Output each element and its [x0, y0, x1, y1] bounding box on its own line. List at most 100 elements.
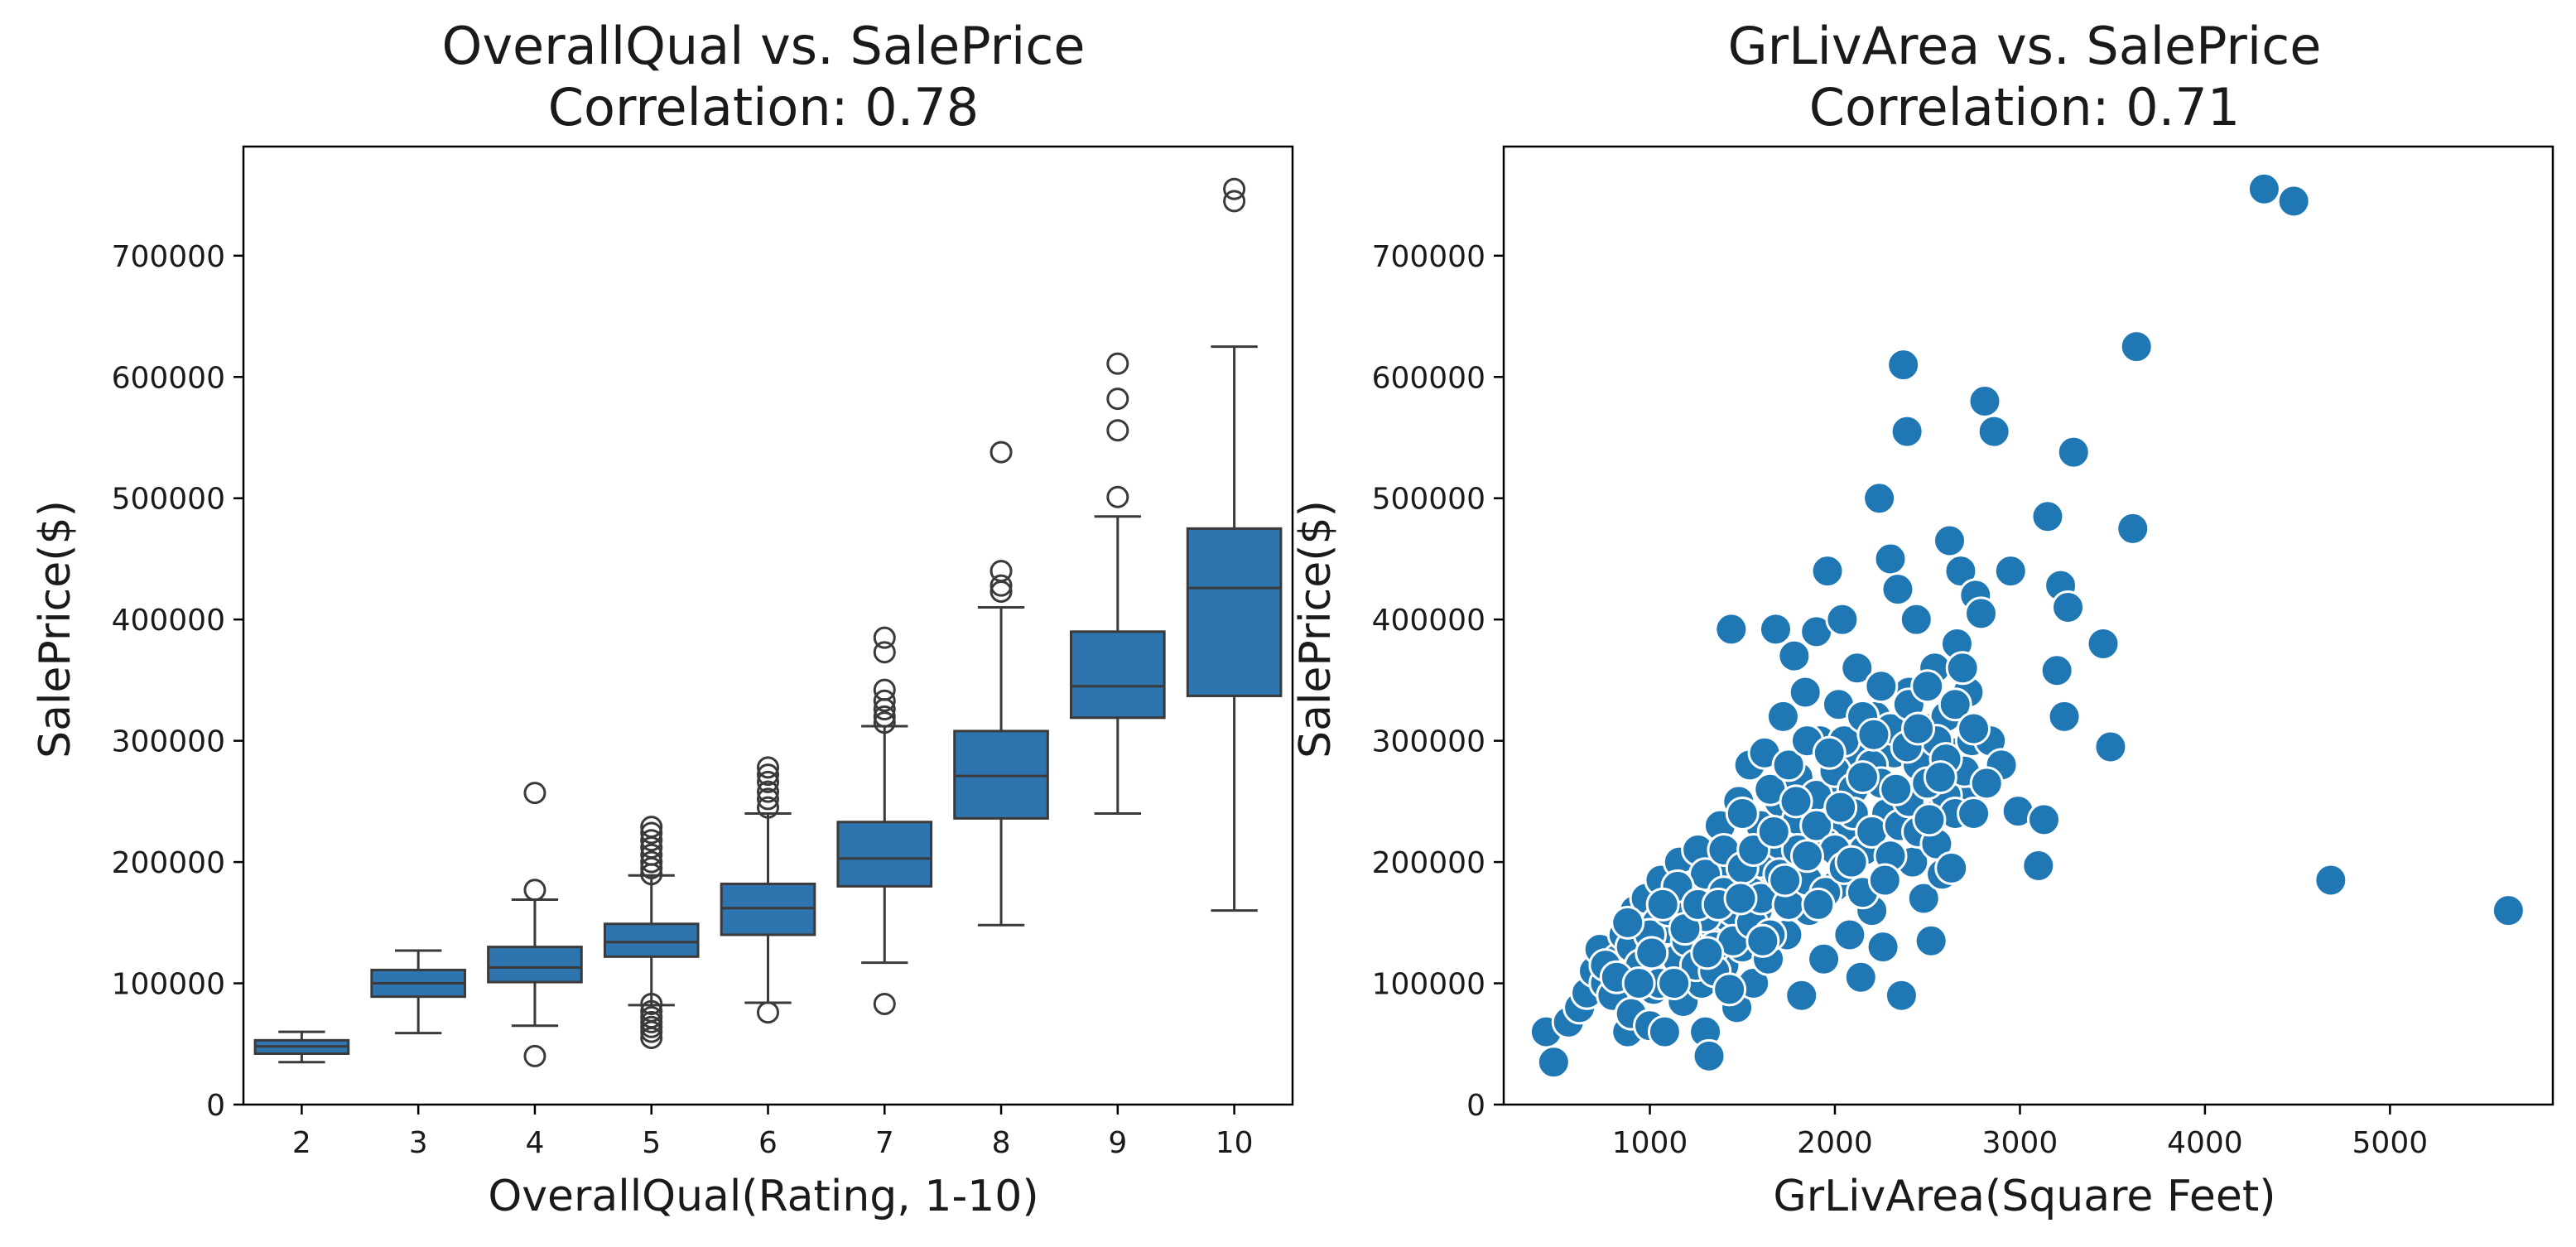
box-iqr	[1186, 527, 1283, 697]
scatter-y-tick-label: 300000	[1372, 725, 1485, 759]
scatter-point	[1899, 602, 1933, 637]
boxplot-x-tick-label: 6	[758, 1126, 778, 1160]
boxplot-y-tick-label: 700000	[112, 240, 225, 274]
scatter-point	[1712, 972, 1747, 1007]
scatter-y-tick-label: 700000	[1372, 240, 1485, 274]
box-outlier	[757, 1001, 779, 1024]
boxplot-x-tick-label: 2	[292, 1126, 311, 1160]
scatter-point	[1714, 612, 1749, 647]
scatter-x-axis-label: GrLivArea(Square Feet)	[1773, 1172, 2275, 1221]
boxplot-title-line2: Correlation: 0.78	[548, 77, 980, 137]
scatter-point	[1777, 638, 1812, 673]
scatter-point	[1834, 845, 1869, 879]
scatter-point	[1788, 675, 1822, 710]
scatter-point	[1879, 772, 1914, 806]
scatter-point	[1943, 554, 1978, 589]
boxplot-y-tick-label: 400000	[112, 604, 225, 638]
scatter-point	[1807, 941, 1842, 976]
scatter-point	[1758, 612, 1793, 647]
scatter-point	[1779, 784, 1813, 819]
scatter-y-tick-label: 0	[1466, 1089, 1485, 1123]
scatter-point	[1846, 760, 1880, 795]
scatter-point	[1789, 839, 1824, 874]
box-outlier	[757, 780, 779, 803]
scatter-point	[1884, 978, 1919, 1013]
box-outlier	[1223, 177, 1246, 200]
scatter-point	[1856, 717, 1891, 752]
scatter-point	[1938, 687, 1972, 722]
box-outlier	[989, 560, 1013, 583]
boxplot-x-tick-label: 3	[409, 1126, 428, 1160]
box-outlier	[640, 829, 663, 852]
box-outlier	[757, 756, 779, 779]
scatter-point	[1840, 651, 1875, 686]
boxplot-y-tick-label: 200000	[112, 846, 225, 880]
boxplot-x-tick-label: 9	[1108, 1126, 1127, 1160]
box-outlier	[523, 879, 546, 902]
scatter-point	[1765, 699, 1800, 734]
box-outlier	[640, 999, 663, 1023]
scatter-point	[1886, 348, 1921, 383]
scatter-point	[1969, 766, 2004, 801]
scatter-point	[1832, 917, 1867, 952]
scatter-point	[1801, 887, 1836, 922]
boxplot-plot-area: 0 100000 200000 300000 400000 500000 600000 700…	[112, 145, 1294, 1160]
boxplot-y-axis-label: SalePrice($)	[31, 500, 80, 758]
scatter-point	[1799, 808, 1834, 843]
scatter-point	[2491, 893, 2525, 928]
box-iqr	[487, 946, 583, 984]
box-outlier	[873, 705, 896, 728]
scatter-point	[1993, 554, 2028, 589]
box-outlier	[757, 763, 779, 787]
boxplot-y-tick-label: 300000	[112, 725, 225, 759]
scatter-point	[1725, 797, 1760, 831]
boxplot-y-tick-label: 600000	[112, 361, 225, 395]
scatter-point	[1825, 602, 1860, 637]
scatter-title-line2: Correlation: 0.71	[1809, 77, 2241, 137]
scatter-point	[1906, 881, 1941, 916]
box-outlier	[1106, 419, 1129, 442]
box-outlier	[1106, 352, 1129, 375]
scatter-point	[1977, 414, 2011, 449]
box-outlier	[757, 770, 779, 793]
boxplot-x-axis-label: OverallQual(Rating, 1-10)	[488, 1172, 1038, 1221]
scatter-point	[1880, 572, 1915, 607]
scatter-point	[2056, 435, 2091, 469]
scatter-point	[1611, 905, 1645, 940]
scatter-y-tick-label: 600000	[1372, 361, 1485, 395]
scatter-point	[1657, 966, 1692, 1001]
box-outlier	[989, 574, 1013, 597]
scatter-point	[2093, 729, 2128, 764]
scatter-point	[1645, 887, 1680, 922]
box-iqr	[1070, 630, 1166, 720]
scatter-x-tick-label: 5000	[2352, 1126, 2429, 1160]
box-outlier	[640, 843, 663, 866]
scatter-x-tick-label: 4000	[2167, 1126, 2243, 1160]
scatter-point	[1945, 651, 1980, 686]
box-outlier	[523, 782, 546, 805]
box-outlier	[640, 992, 663, 1015]
box-outlier	[873, 641, 896, 664]
scatter-point	[1812, 735, 1847, 770]
scatter-point	[1964, 596, 1999, 631]
box-outlier	[640, 816, 663, 839]
box-outlier	[1106, 485, 1129, 508]
scatter-point	[1890, 414, 1924, 449]
scatter-point	[2086, 626, 2121, 661]
box-outlier	[989, 441, 1013, 464]
scatter-point	[1867, 863, 1902, 898]
scatter-point	[2119, 330, 2154, 364]
scatter-point	[1621, 966, 1656, 1001]
scatter-point	[2021, 848, 2056, 883]
scatter-frame	[1502, 145, 2554, 1106]
scatter-point	[1933, 523, 1967, 558]
scatter-point	[1756, 814, 1791, 849]
scatter-point	[1934, 850, 1969, 885]
scatter-point	[1957, 797, 1991, 831]
boxplot-x-tick-label: 4	[525, 1126, 544, 1160]
scatter-point	[1957, 711, 1991, 746]
boxplot-title-line1: OverallQual vs. SalePrice	[442, 16, 1086, 76]
scatter-point	[2039, 653, 2074, 688]
scatter-point	[1862, 481, 1897, 516]
